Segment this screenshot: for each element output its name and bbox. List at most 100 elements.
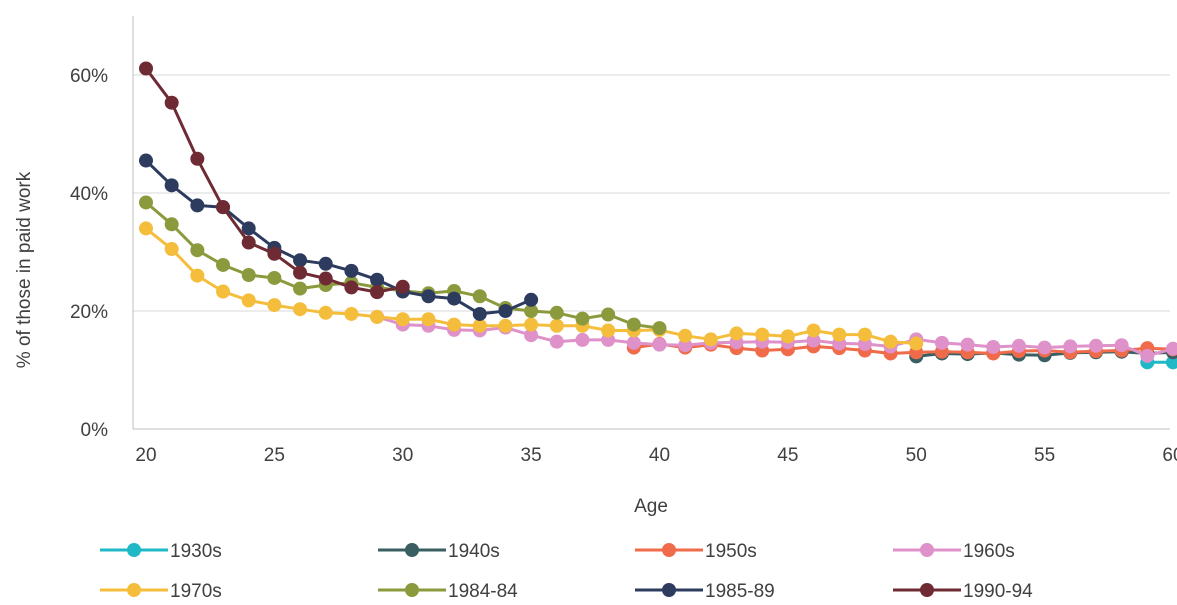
data-point: [524, 304, 539, 318]
legend-swatch-marker: [920, 543, 934, 557]
x-tick-label: 25: [264, 445, 285, 466]
data-point: [960, 337, 975, 352]
legend-label: 1985-89: [705, 581, 775, 602]
data-point: [1063, 339, 1078, 354]
x-tick-label: 30: [392, 445, 413, 466]
data-point: [395, 312, 410, 327]
x-tick-label: 45: [777, 445, 798, 466]
series-1970s: [139, 221, 924, 351]
legend-item: 1940s: [378, 541, 500, 562]
legend-swatch-marker: [662, 543, 676, 557]
data-point: [241, 235, 256, 250]
data-point: [601, 307, 616, 322]
data-point: [575, 311, 590, 326]
data-point: [344, 263, 359, 278]
data-point: [832, 327, 847, 342]
data-point: [293, 265, 308, 280]
data-point: [370, 309, 385, 324]
legend-swatch-marker: [920, 583, 934, 597]
data-point: [472, 318, 487, 333]
legend-label: 1950s: [705, 541, 757, 562]
data-point: [806, 323, 821, 338]
data-point: [139, 153, 153, 168]
data-point: [241, 221, 256, 236]
y-tick-label: 20%: [70, 302, 108, 323]
data-point: [164, 217, 179, 232]
x-tick-label: 55: [1034, 445, 1055, 466]
axes: [132, 16, 1170, 430]
legend-swatch-marker: [405, 543, 419, 557]
data-point: [1166, 341, 1177, 356]
data-point: [1037, 340, 1052, 355]
data-point: [318, 271, 333, 286]
data-point: [395, 279, 410, 294]
data-point: [498, 318, 513, 333]
data-point: [524, 328, 539, 343]
data-point: [344, 306, 359, 321]
data-point: [626, 335, 641, 350]
data-point: [164, 242, 179, 257]
data-point: [139, 61, 153, 76]
legend-swatch-marker: [662, 583, 676, 597]
legend-label: 1960s: [963, 541, 1015, 562]
legend-item: 1990-94: [893, 581, 1033, 602]
legend-item: 1950s: [635, 541, 757, 562]
data-point: [934, 335, 949, 350]
data-point: [318, 256, 333, 271]
data-point: [472, 306, 487, 321]
data-point: [267, 298, 282, 313]
x-tick-label: 35: [521, 445, 542, 466]
data-point: [447, 317, 462, 332]
data-point: [909, 336, 924, 351]
data-point: [370, 272, 385, 287]
data-point: [857, 327, 872, 342]
x-tick-label: 40: [649, 445, 670, 466]
data-point: [729, 326, 744, 341]
y-tick-label: 40%: [70, 184, 108, 205]
data-point: [293, 302, 308, 317]
data-point: [780, 329, 795, 344]
legend: 1930s 1940s 1950s 1960s 1970s 1984-84 1985-89 1…: [100, 541, 1033, 602]
data-point: [626, 317, 641, 332]
data-point: [267, 246, 282, 261]
data-point: [267, 270, 282, 285]
data-point: [1114, 338, 1129, 353]
legend-label: 1990-94: [963, 581, 1033, 602]
series-1990-94: [139, 61, 410, 300]
data-point: [139, 221, 153, 236]
data-point: [601, 323, 616, 338]
data-point: [447, 291, 462, 306]
data-point: [524, 317, 539, 332]
data-point: [139, 195, 153, 210]
data-point: [652, 321, 667, 336]
data-point: [806, 333, 821, 348]
data-point: [678, 328, 693, 343]
series-line: [144, 159, 532, 316]
y-tick-label: 0%: [81, 420, 109, 441]
data-point: [318, 305, 333, 320]
data-point: [575, 332, 590, 347]
legend-item: 1984-84: [378, 581, 518, 602]
gridlines: [133, 74, 1170, 312]
data-point: [344, 280, 359, 295]
data-point: [1011, 338, 1026, 353]
data-point: [1140, 348, 1155, 363]
data-point: [421, 312, 436, 327]
data-point: [703, 332, 718, 347]
data-point: [216, 284, 231, 299]
series-1984-84: [139, 195, 667, 336]
data-point: [190, 268, 205, 283]
data-point: [241, 268, 256, 283]
series-line: [633, 342, 1174, 355]
legend-label: 1940s: [448, 541, 500, 562]
data-point: [216, 257, 231, 272]
legend-label: 1930s: [170, 541, 222, 562]
legend-label: 1970s: [170, 581, 222, 602]
data-point: [421, 289, 436, 304]
data-point: [1088, 338, 1103, 353]
legend-item: 1985-89: [635, 581, 775, 602]
legend-swatch-marker: [127, 543, 141, 557]
data-point: [216, 200, 231, 215]
